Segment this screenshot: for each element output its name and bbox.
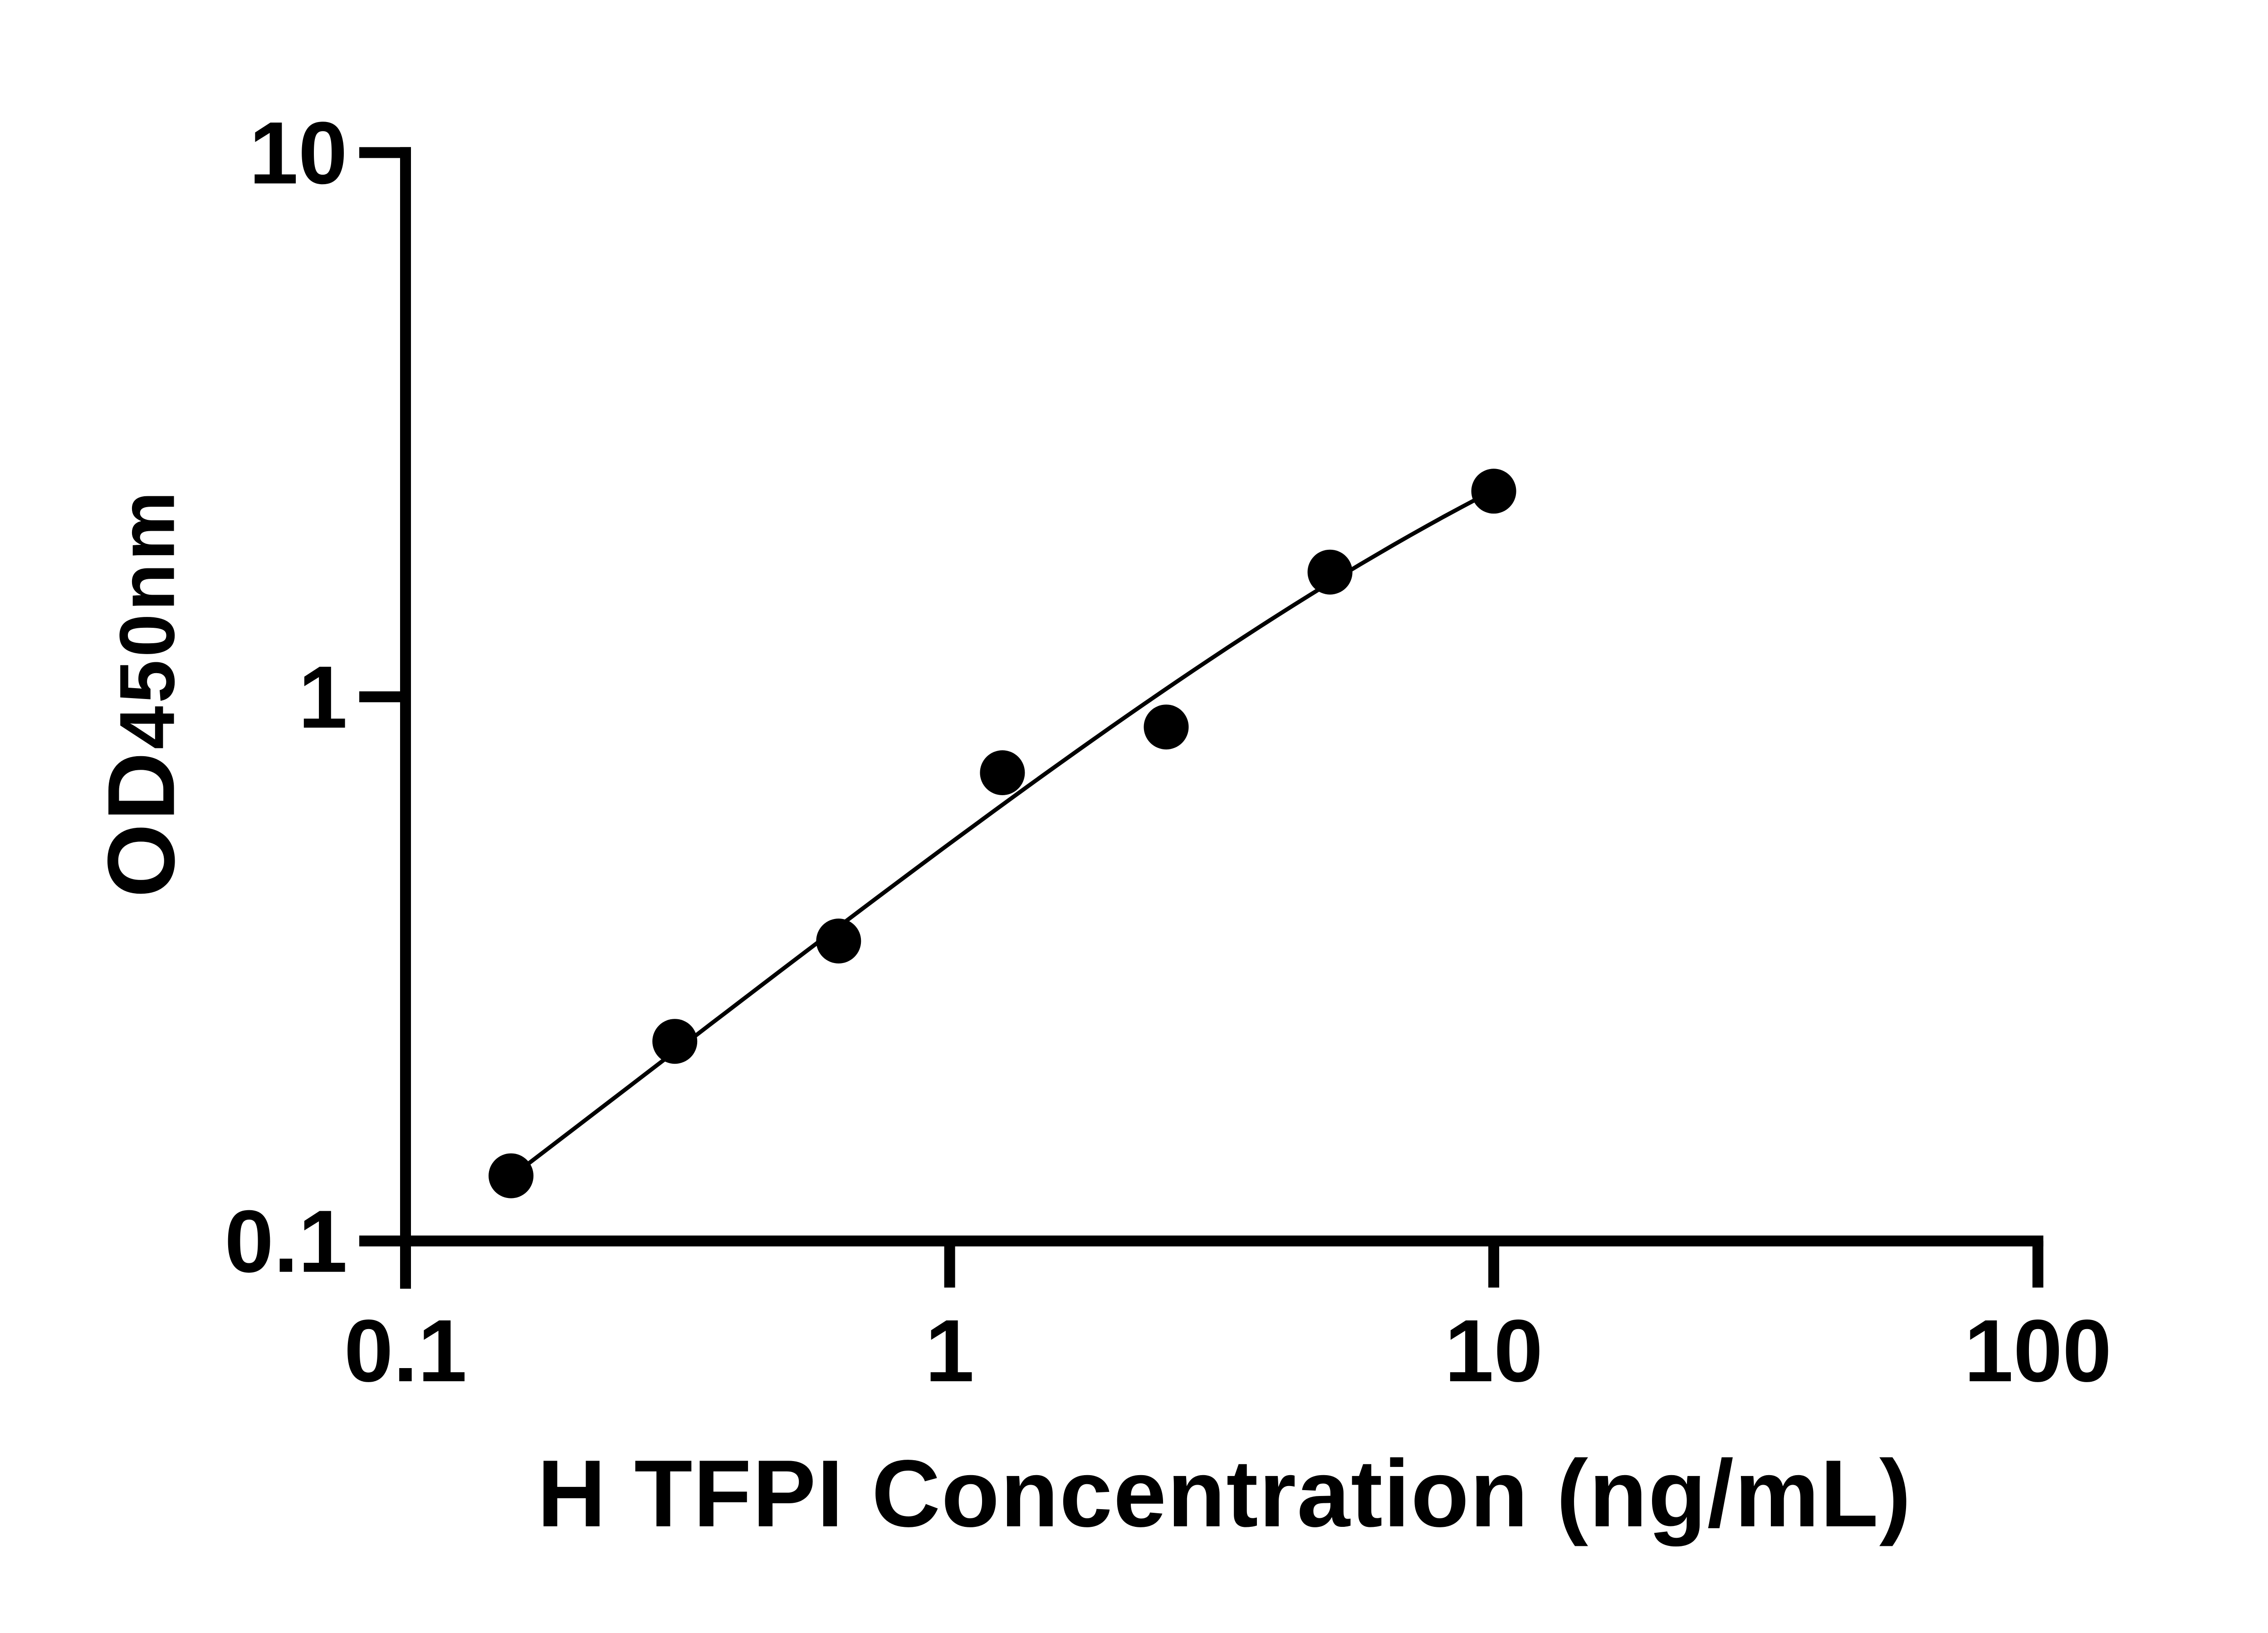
svg-text:0.1: 0.1 (344, 1301, 467, 1400)
svg-text:1: 1 (925, 1301, 974, 1400)
svg-text:H TFPI Concentration (ng/mL): H TFPI Concentration (ng/mL) (537, 1440, 1912, 1547)
svg-text:10: 10 (1445, 1301, 1543, 1400)
svg-text:1: 1 (298, 648, 347, 747)
svg-text:0.1: 0.1 (225, 1192, 347, 1291)
svg-text:10: 10 (249, 103, 347, 202)
svg-text:OD450nm: OD450nm (88, 489, 195, 898)
svg-text:100: 100 (1964, 1301, 2112, 1400)
